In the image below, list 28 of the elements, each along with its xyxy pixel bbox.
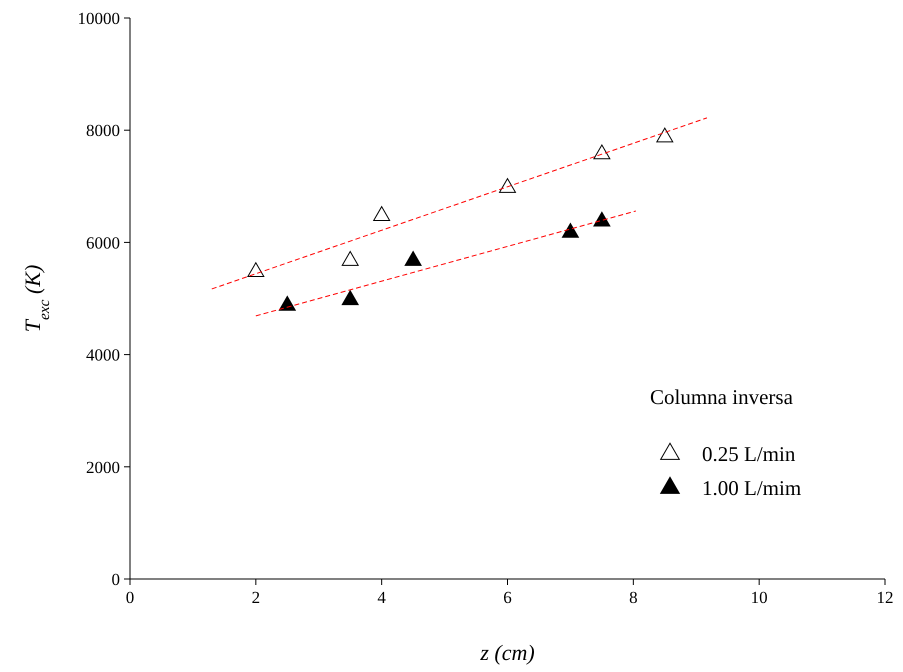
x-tick-label: 0 <box>126 588 134 607</box>
y-tick-label: 10000 <box>78 9 120 28</box>
y-tick-label: 2000 <box>86 458 120 477</box>
y-tick-label: 4000 <box>86 346 120 365</box>
point <box>656 128 674 142</box>
point <box>404 251 422 266</box>
point <box>499 178 516 193</box>
x-tick-label: 8 <box>629 588 638 607</box>
point <box>373 206 390 221</box>
y-tick-label: 0 <box>112 570 120 589</box>
point <box>342 251 359 266</box>
x-tick-label: 2 <box>252 588 260 607</box>
legend-title: Columna inversa <box>650 385 794 409</box>
point <box>342 290 359 306</box>
legend-label: 0.25 L/min <box>702 442 796 466</box>
x-axis-title: z (cm) <box>479 640 535 665</box>
x-tick-label: 12 <box>876 588 894 607</box>
point <box>562 222 579 238</box>
x-tick-label: 6 <box>503 588 512 607</box>
y-tick-label: 6000 <box>86 233 120 252</box>
point <box>247 262 264 278</box>
legend-label: 1.00 L/mim <box>702 476 802 500</box>
point <box>593 144 610 160</box>
x-tick-label: 10 <box>750 588 768 607</box>
point <box>593 212 610 227</box>
y-tick-label: 8000 <box>86 121 120 140</box>
point <box>278 296 296 311</box>
x-tick-label: 4 <box>377 588 386 607</box>
